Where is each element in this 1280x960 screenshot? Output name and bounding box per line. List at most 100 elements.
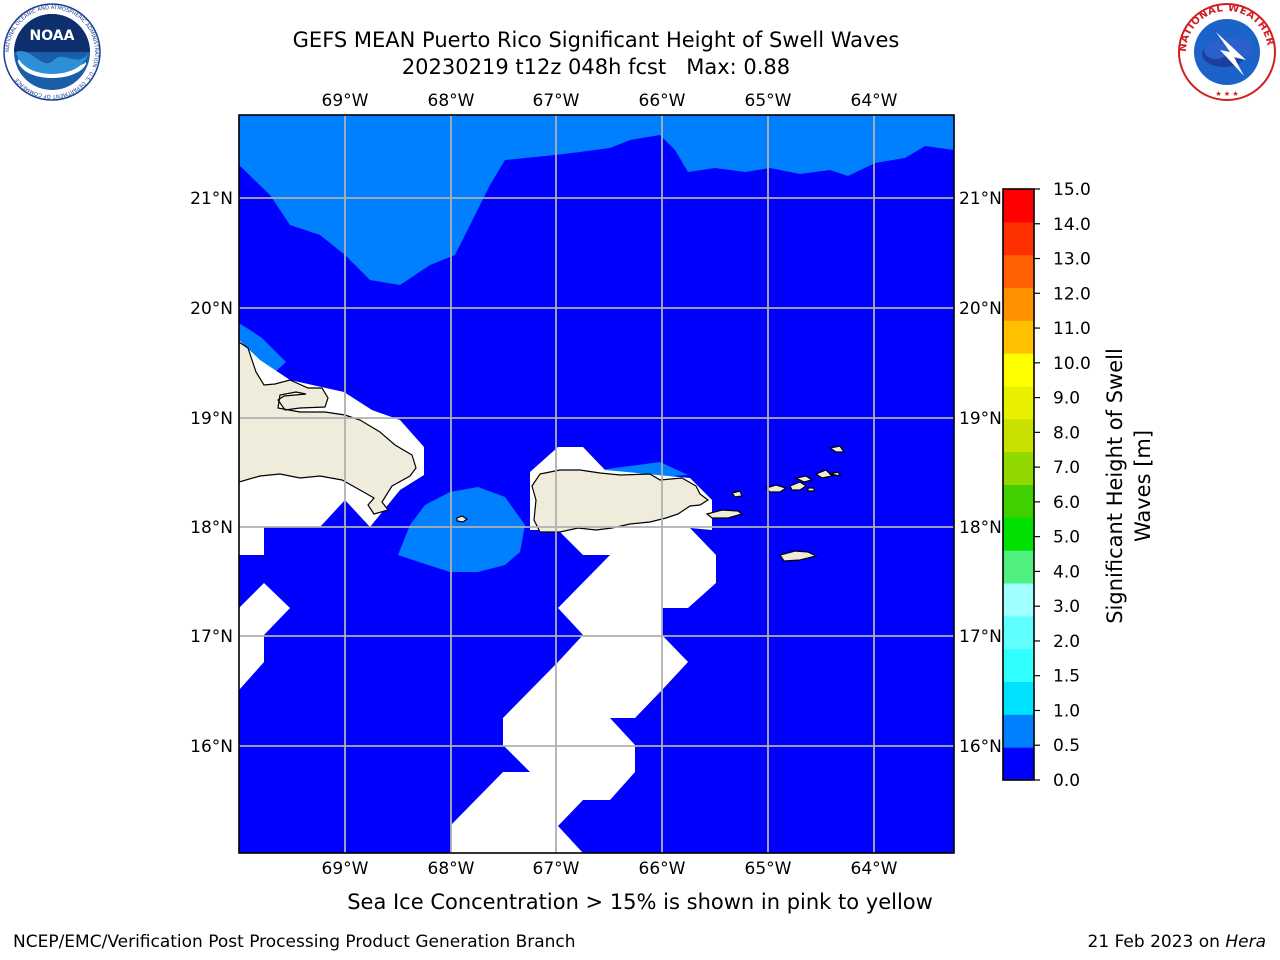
colorbar-segment [1003,615,1034,650]
footer-date: 21 Feb 2023 on Hera [1088,932,1266,952]
st-thomas [764,484,788,493]
culebra [730,490,743,498]
colorbar-segment [1003,320,1034,354]
lon-label: 64°W [851,859,898,879]
lat-label: 19°N [959,409,1002,429]
lon-label: 65°W [745,859,792,879]
lat-label: 16°N [190,737,233,757]
colorbar-frame [1002,188,1035,781]
lat-label: 17°N [190,627,233,647]
noaa-logo: NOAA NATIONAL OCEANIC AND ATMOSPHERIC AD… [3,3,101,101]
colorbar-segment [1003,287,1034,321]
graticule [239,115,954,853]
colorbar-segment [1003,221,1034,256]
colorbar-tick-label: 0.0 [1053,771,1080,791]
colorbar-tick-label: 3.0 [1053,597,1080,617]
lat-label: 20°N [959,299,1002,319]
colorbar-tick-label: 1.5 [1053,667,1080,687]
colorbar-tick-label: 9.0 [1053,389,1080,409]
st-croix [779,550,818,562]
colorbar-tick-label: 4.0 [1053,562,1080,582]
colorbar-tick-label: 2.0 [1053,632,1080,652]
footer-date-text: 21 Feb 2023 on [1087,932,1226,952]
mask-sw-1 [239,583,290,690]
colorbar-segment [1003,189,1034,223]
tortola [794,475,814,483]
lon-label: 69°W [322,91,369,111]
colorbar-tick-label: 7.0 [1053,458,1080,478]
colorbar-segment [1003,747,1034,781]
sea-ice-note: Sea Ice Concentration > 15% is shown in … [347,890,933,914]
colorbar-tick-label: 1.0 [1053,701,1080,721]
svg-text:★ ★ ★: ★ ★ ★ [1215,90,1238,98]
colorbar-tick-label: 10.0 [1053,354,1091,374]
lat-labels-left: 21°N 20°N 19°N 18°N 17°N 16°N [190,189,233,757]
lon-label: 69°W [322,859,369,879]
lon-label: 67°W [533,91,580,111]
colorbar-tick-label: 5.0 [1053,528,1080,548]
lon-label: 67°W [533,859,580,879]
lat-label: 20°N [190,299,233,319]
anegada [828,445,846,453]
colorbar-ticks: 0.0 0.5 1.0 1.5 2.0 3.0 4.0 5.0 6.0 7.0 8.0 9.0 10.0… [1034,180,1091,791]
noaa-logo-text: NOAA [30,28,75,44]
puerto-rico-land [531,469,710,533]
lat-label: 21°N [190,189,233,209]
lat-label: 19°N [190,409,233,429]
colorbar-segment [1003,451,1034,485]
colorbar-title-line2: Waves [m] [1131,430,1155,542]
mask-puerto-rico [451,447,716,853]
colorbar-tick-label: 0.5 [1053,736,1080,756]
colorbar-segment [1003,386,1034,420]
colorbar-segment [1003,353,1034,387]
colorbar-title-line1: Significant Height of Swell [1103,348,1127,624]
colorbar-title: Significant Height of Swell Waves [m] [1103,348,1155,624]
colorbar-segment [1003,484,1034,518]
colorbar-tick-label: 12.0 [1053,284,1091,304]
colorbar-segment [1003,254,1034,288]
colorbar-segment [1003,714,1034,748]
footer-machine: Hera [1225,932,1266,952]
lon-label: 66°W [639,859,686,879]
lat-label: 21°N [959,189,1002,209]
mona-island [456,515,469,523]
virgin-gorda [814,469,834,479]
swell-band-0.5-1.0-west [239,323,286,372]
lon-labels-top: 69°W 68°W 67°W 66°W 65°W 64°W [322,91,898,111]
small-island-1 [807,487,815,492]
colorbar-tick-label: 11.0 [1053,319,1091,339]
lat-labels-right: 21°N 20°N 19°N 18°N 17°N 16°N [959,189,1002,757]
lon-label: 68°W [428,859,475,879]
lat-label: 17°N [959,627,1002,647]
chart-title: GEFS MEAN Puerto Rico Significant Height… [292,28,900,52]
colorbar-segment [1003,648,1034,682]
colorbar-tick-label: 8.0 [1053,423,1080,443]
lon-label: 65°W [745,91,792,111]
colorbar-segment [1003,517,1034,551]
footer-credit: NCEP/EMC/Verification Post Processing Pr… [13,932,576,952]
lon-label: 66°W [639,91,686,111]
lat-label: 16°N [959,737,1002,757]
lon-label: 68°W [428,91,475,111]
swell-band-0.5-1.0-north [239,115,954,285]
vieques [705,509,744,519]
colorbar-tick-label: 15.0 [1053,180,1091,200]
colorbar-tick-label: 13.0 [1053,250,1091,270]
small-island-2 [829,471,842,477]
colorbar-tick-label: 14.0 [1053,215,1091,235]
chart-subtitle: 20230219 t12z 048h fcst Max: 0.88 [401,55,791,79]
colorbar-segment [1003,681,1034,715]
lon-labels-bottom: 69°W 68°W 67°W 66°W 65°W 64°W [322,859,898,879]
st-john [789,481,808,491]
lat-label: 18°N [190,518,233,538]
map-frame [238,114,955,854]
nws-logo: NATIONAL WEATHER SERVICE ★ ★ ★ [1176,2,1276,101]
lon-label: 64°W [851,91,898,111]
colorbar-tick-label: 6.0 [1053,493,1080,513]
colorbar-segment [1003,583,1034,617]
colorbar [1002,188,1035,781]
colorbar-segment [1003,550,1034,584]
lat-label: 18°N [959,518,1002,538]
colorbar-segment [1003,418,1034,453]
